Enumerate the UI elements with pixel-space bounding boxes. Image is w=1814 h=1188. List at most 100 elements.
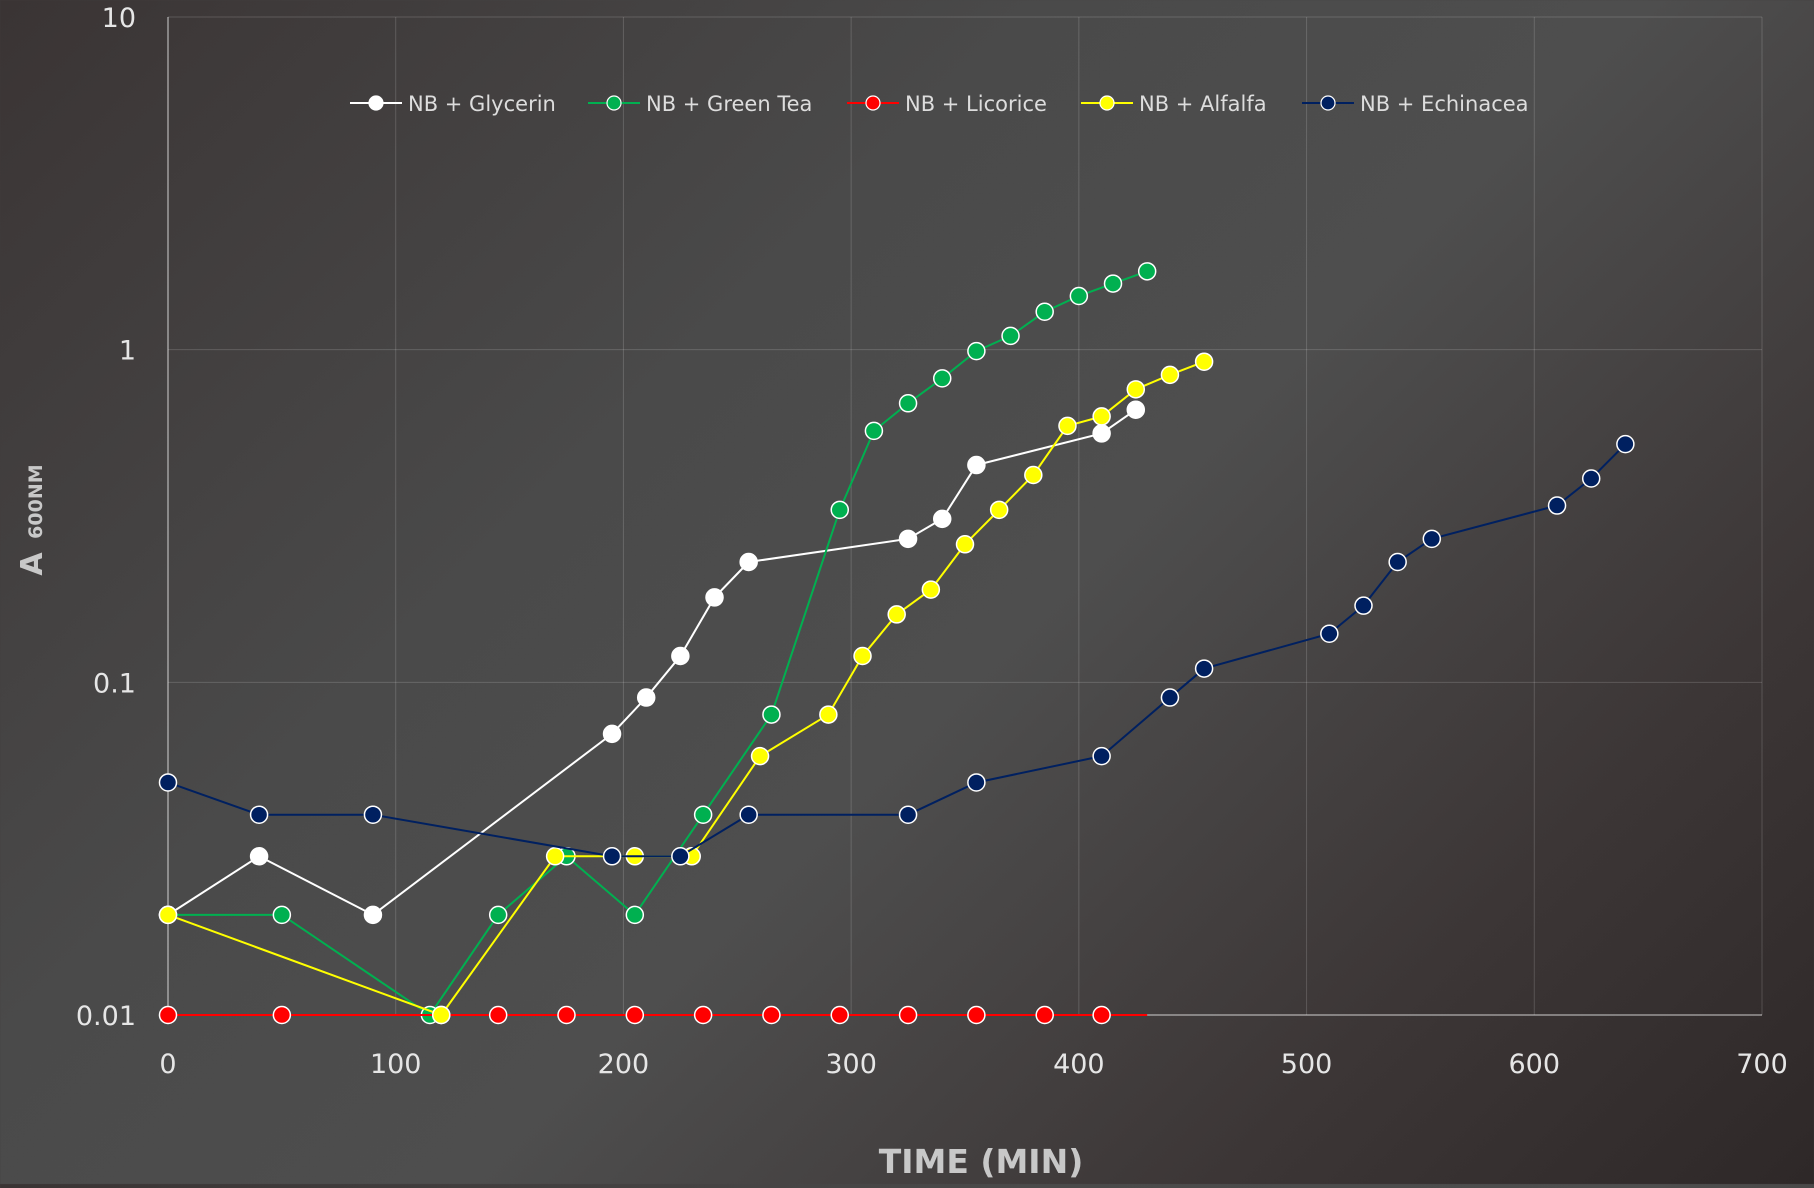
- x-axis-title: TIME (MIN): [879, 1142, 1084, 1181]
- y-axis-title: A 600NM: [15, 464, 50, 575]
- data-point: [1092, 424, 1111, 443]
- series-nb-green-tea: [158, 262, 1157, 1025]
- data-point: [932, 369, 952, 388]
- legend-label: NB + Glycerin: [408, 92, 556, 116]
- legend-item: NB + Alfalfa: [1081, 92, 1267, 116]
- series-nb-alfalfa: [158, 352, 1214, 1025]
- y-axis-title-main: A: [15, 552, 50, 576]
- data-point: [363, 905, 383, 925]
- data-point: [625, 1005, 645, 1025]
- data-point: [967, 341, 986, 361]
- legend-label: NB + Echinacea: [1360, 92, 1529, 116]
- axis-layer: 0 100 200 300 400 500 600 700 0.01 0.1 1 10: [76, 3, 1788, 1080]
- legend-marker: [368, 95, 384, 111]
- data-point: [967, 773, 986, 792]
- data-point: [1092, 1005, 1111, 1025]
- data-point: [249, 805, 269, 824]
- data-point: [636, 688, 656, 707]
- data-point: [671, 646, 690, 666]
- legend-marker: [1099, 95, 1115, 111]
- data-point: [750, 746, 770, 766]
- data-point: [1024, 465, 1043, 485]
- data-point: [272, 1005, 292, 1025]
- data-point: [1160, 365, 1180, 385]
- data-point: [1422, 529, 1442, 549]
- legend-item: NB + Licorice: [847, 92, 1047, 116]
- data-point: [898, 529, 918, 549]
- data-point: [158, 1005, 178, 1025]
- data-point: [363, 805, 383, 824]
- data-point: [545, 847, 565, 866]
- data-point: [158, 905, 178, 925]
- data-point: [762, 705, 781, 724]
- data-point: [864, 421, 884, 441]
- y-tick-label: 0.01: [76, 1001, 136, 1032]
- data-point: [819, 705, 838, 724]
- data-point: [158, 773, 178, 792]
- data-point: [898, 805, 918, 824]
- x-tick-label: 100: [370, 1049, 422, 1080]
- y-tick-label: 1: [119, 336, 136, 367]
- y-tick-label: 10: [102, 3, 136, 34]
- data-point: [887, 605, 906, 624]
- legend-marker: [606, 95, 622, 111]
- data-point: [1160, 688, 1180, 707]
- data-point: [488, 905, 508, 925]
- legend-item: NB + Echinacea: [1302, 92, 1529, 116]
- data-point: [1547, 496, 1567, 515]
- data-point: [1092, 746, 1111, 766]
- data-point: [955, 535, 975, 554]
- data-point: [967, 1005, 986, 1025]
- legend-label: NB + Licorice: [905, 92, 1047, 116]
- x-tick-label: 400: [1053, 1049, 1105, 1080]
- data-point: [1035, 302, 1054, 322]
- data-point: [830, 500, 850, 520]
- data-point: [693, 805, 713, 824]
- data-point: [1388, 552, 1407, 572]
- y-tick-label: 0.1: [93, 668, 136, 699]
- series-line: [167, 360, 1205, 1017]
- data-point: [1092, 407, 1111, 426]
- data-point: [1354, 596, 1373, 615]
- data-point: [432, 1005, 451, 1025]
- data-point: [1103, 274, 1123, 293]
- data-point: [557, 1005, 576, 1025]
- data-point: [693, 1005, 713, 1025]
- data-point: [853, 646, 872, 666]
- data-point: [272, 905, 292, 925]
- data-point: [1616, 434, 1635, 454]
- legend-label: NB + Alfalfa: [1139, 92, 1267, 116]
- data-point: [671, 847, 690, 866]
- data-point: [1194, 352, 1214, 371]
- x-tick-label: 700: [1736, 1049, 1788, 1080]
- legend-marker: [865, 95, 881, 111]
- data-point: [1320, 624, 1339, 643]
- data-point: [762, 1005, 781, 1025]
- series-line: [167, 408, 1137, 917]
- data-point: [625, 905, 645, 925]
- data-point: [602, 847, 622, 866]
- data-point: [249, 847, 269, 866]
- series-line: [168, 270, 1148, 1017]
- legend-item: NB + Green Tea: [588, 92, 812, 116]
- x-tick-label: 500: [1281, 1049, 1333, 1080]
- data-point: [989, 500, 1009, 520]
- legend-item: NB + Glycerin: [350, 92, 556, 116]
- data-point: [739, 805, 758, 824]
- data-point: [967, 455, 986, 475]
- data-point: [898, 394, 918, 413]
- data-point: [1069, 286, 1089, 306]
- data-point: [898, 1005, 918, 1025]
- data-point: [739, 552, 758, 572]
- y-axis-title-sub: 600NM: [25, 464, 47, 538]
- data-point: [932, 509, 952, 529]
- data-point: [1126, 400, 1146, 419]
- series-nb-licorice: [158, 1005, 1148, 1025]
- x-tick-label: 0: [159, 1049, 176, 1080]
- series-line: [167, 443, 1627, 858]
- legend-label: NB + Green Tea: [646, 92, 812, 116]
- data-point: [1194, 659, 1214, 678]
- x-tick-label: 600: [1509, 1049, 1561, 1080]
- data-point: [1126, 380, 1146, 399]
